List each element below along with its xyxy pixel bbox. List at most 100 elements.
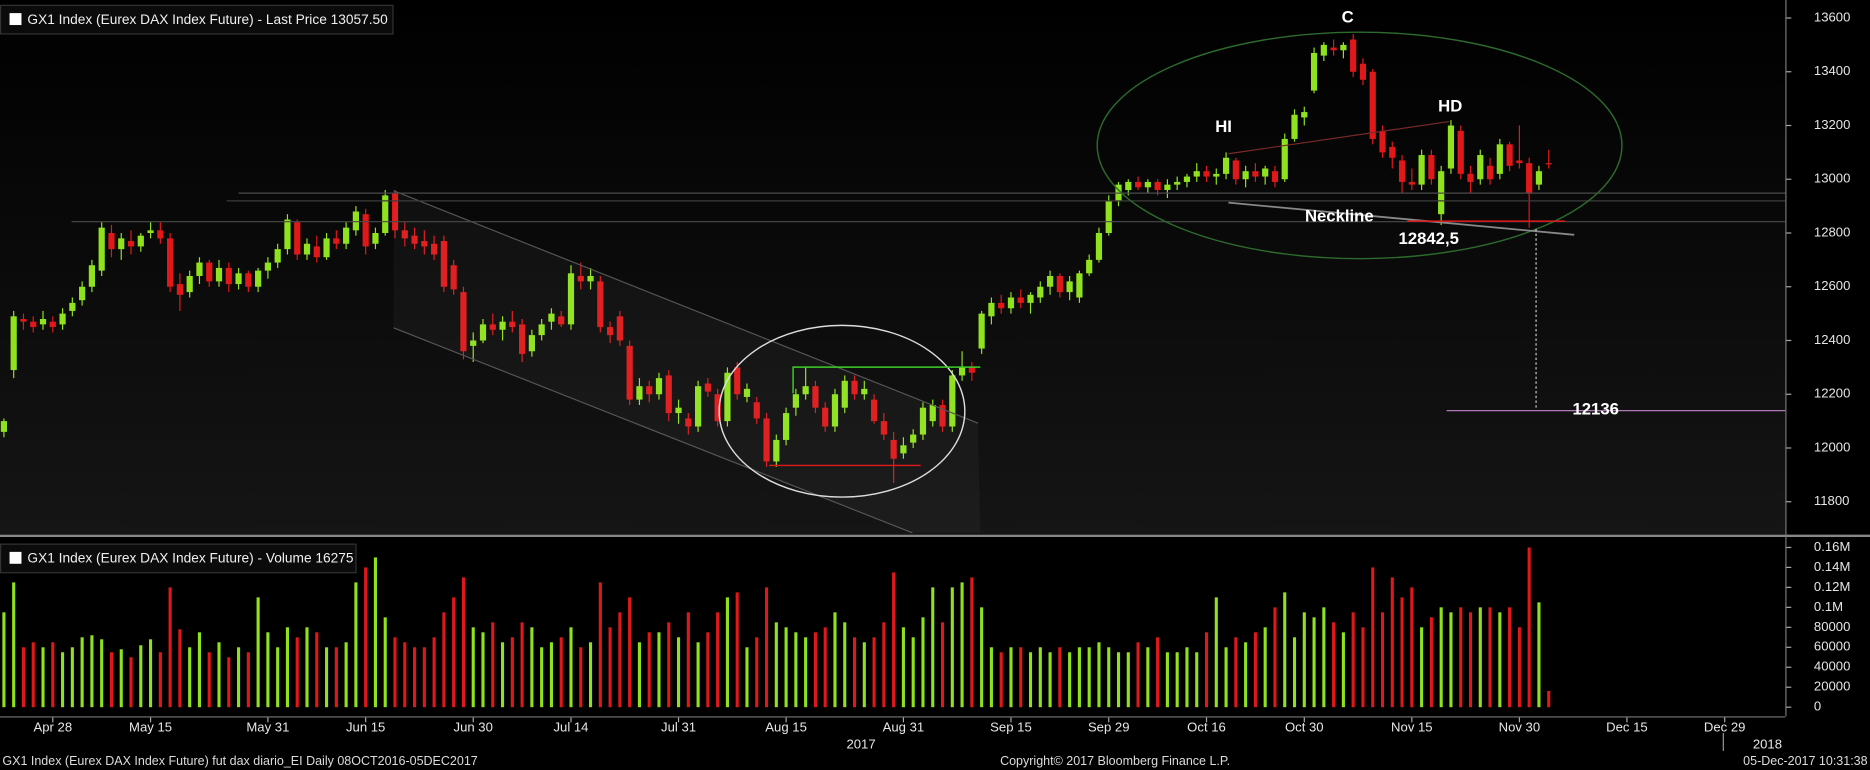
header-icon [9,551,22,564]
candle-body [1447,125,1455,169]
candle-body [362,214,369,247]
candle-body [587,275,594,282]
candle-body [323,238,330,258]
channel-lower [393,327,913,534]
candle-body [1105,200,1112,234]
candle-body [20,318,27,322]
volume-bar [1547,690,1551,708]
candle-body [1262,168,1269,177]
volume-bar [774,622,778,708]
volume-bar [1097,642,1101,708]
candle-body [558,316,565,325]
x-tick-label: May 31 [246,720,289,735]
candle-body [1526,163,1533,193]
volume-bar [1077,647,1081,708]
volume-bar [256,597,260,708]
candle-body [245,273,252,287]
candle-body [274,249,281,263]
candle-body [411,235,418,244]
y-tick-label: 13200 [1814,117,1850,132]
volume-bar [383,617,387,708]
footer-left: GX1 Index (Eurex DAX Index Future) fut d… [2,754,477,768]
volume-bar [237,647,241,708]
candle-body [1174,181,1181,185]
x-tick-label: Nov 30 [1499,720,1541,735]
volume-bar [1478,607,1482,708]
candle-body [822,407,829,427]
candle-body [127,241,135,247]
x-tick-label: Dec 15 [1606,720,1648,735]
volume-bar [628,597,632,708]
candle-body [939,404,946,427]
candle-body [196,262,203,276]
volume-bar [471,627,475,708]
volume-bar [588,642,593,708]
volume-bar [325,647,329,708]
y-tick-label: 11800 [1814,493,1849,508]
volume-bar [188,647,192,708]
volume-bar [1312,617,1316,708]
candle-body [1183,176,1191,182]
volume-bar [1165,652,1169,708]
volume-bar [764,587,769,708]
volume-bar [1468,612,1473,708]
volume-bar [403,642,407,708]
candle-body [333,238,340,244]
volume-bar [755,637,759,708]
volume-bar [999,652,1003,708]
candle-body [1291,114,1298,139]
volume-bar [31,642,35,708]
annotation: HI [1215,117,1232,136]
candle-body [79,286,86,301]
candle-body [343,227,350,244]
candle-body [303,243,311,255]
candle-body [1516,160,1523,164]
volume-bar [716,612,720,708]
volume-bar [481,632,485,708]
candle-body [479,324,487,341]
y-tick-label: 12400 [1814,332,1850,347]
volume-bar [442,612,446,708]
candle-body [841,380,848,408]
x-tick-label: Jul 31 [661,720,696,735]
candle-body [49,321,56,328]
candle-body [215,267,223,282]
volume-bar [501,642,505,708]
candle-body [968,367,975,373]
annotation: C [1342,7,1354,26]
volume-bar [1156,637,1160,708]
candle-body [870,399,878,422]
volume-bar [872,637,876,708]
x-tick-label: Oct 30 [1285,720,1324,735]
candle-body [1281,138,1288,180]
candle-body [382,195,389,234]
volume-bar [1224,647,1228,708]
candle-body [1477,155,1484,180]
volume-bar [970,577,974,708]
candle-body [519,324,526,354]
candle-body [499,321,506,330]
candle-body [861,388,868,395]
volume-bar [491,622,495,708]
candle-body [460,292,467,352]
volume-bar [21,647,26,708]
volume-bar [1136,642,1140,708]
y-tick-label: 12000 [1814,439,1850,454]
volume-bar [1087,647,1091,708]
candle-body [831,394,839,427]
candle-body [694,386,702,427]
candle-body [10,316,17,371]
candle-body [176,284,184,295]
volume-bar [1175,652,1179,708]
volume-bar [285,627,290,708]
x-tick-label: Nov 15 [1391,720,1433,735]
candle-body [284,219,291,250]
candle-body [734,367,741,395]
volume-bar [1009,647,1013,708]
candle-body [1252,171,1259,177]
candle-body [880,421,887,435]
volume-bar [1380,612,1385,708]
candle-body [1144,181,1151,188]
candle-body [1369,71,1376,139]
candle-body [1154,181,1161,191]
